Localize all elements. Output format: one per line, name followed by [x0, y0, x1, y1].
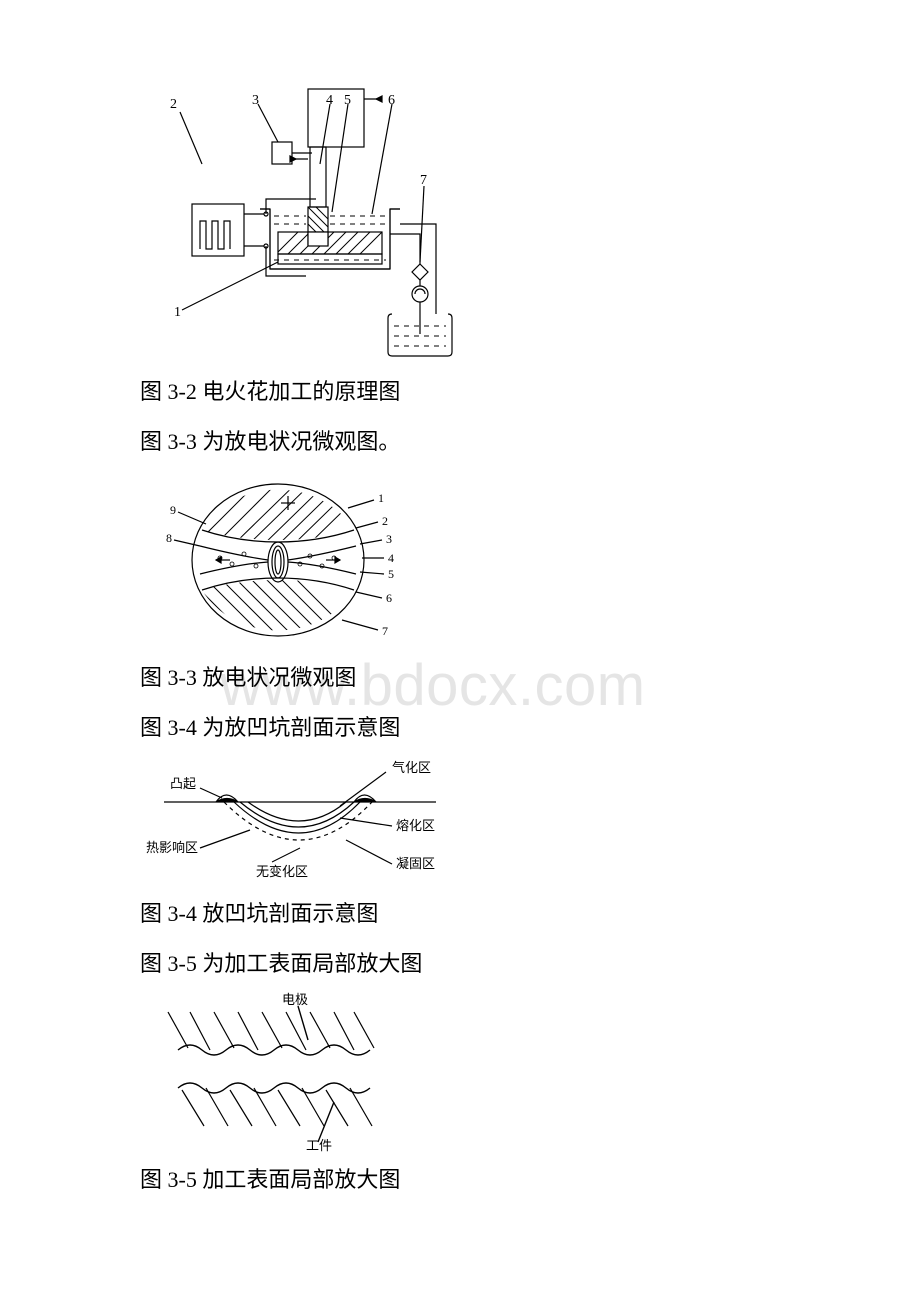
- figure-3-4: 凸起 气化区 熔化区 凝固区 热影响区 无变化区: [140, 756, 860, 886]
- fig35-label-dianji: 电极: [282, 992, 308, 1007]
- caption-fig-3-2: 图 3-2 电火花加工的原理图: [140, 370, 860, 414]
- fig33-callout-2: 2: [382, 514, 388, 528]
- fig34-label-reyingxiang: 热影响区: [146, 840, 198, 855]
- figure-3-2-svg: 2 3 4 5 6 7 1: [160, 64, 460, 364]
- fig32-callout-7: 7: [420, 173, 427, 188]
- intro-fig-3-5: 图 3-5 为加工表面局部放大图: [140, 942, 860, 986]
- fig32-callout-2: 2: [170, 97, 177, 112]
- fig33-callout-6: 6: [386, 591, 392, 605]
- figure-3-3-svg: 1 2 3 4 5 6 7 8 9: [160, 470, 400, 650]
- figure-3-5: 电极 工件: [158, 992, 860, 1152]
- figure-3-3: 1 2 3 4 5 6 7 8 9: [160, 470, 860, 650]
- fig35-label-gongjian: 工件: [306, 1138, 332, 1152]
- caption-fig-3-5: 图 3-5 加工表面局部放大图: [140, 1158, 860, 1202]
- fig34-label-ronghua: 熔化区: [396, 818, 435, 833]
- fig33-callout-1: 1: [378, 491, 384, 505]
- caption-fig-3-3: 图 3-3 放电状况微观图: [140, 656, 860, 700]
- intro-fig-3-3: 图 3-3 为放电状况微观图。: [140, 420, 860, 464]
- intro-fig-3-4: 图 3-4 为放凹坑剖面示意图: [140, 706, 860, 750]
- figure-3-2: 2 3 4 5 6 7 1: [160, 64, 860, 364]
- figure-3-5-svg: 电极 工件: [158, 992, 418, 1152]
- fig33-callout-8: 8: [166, 531, 172, 545]
- fig34-label-qihua: 气化区: [392, 760, 431, 775]
- fig32-callout-5: 5: [344, 93, 351, 108]
- fig34-label-wubianhua: 无变化区: [256, 864, 308, 879]
- figure-3-4-svg: 凸起 气化区 熔化区 凝固区 热影响区 无变化区: [140, 756, 460, 886]
- caption-fig-3-4: 图 3-4 放凹坑剖面示意图: [140, 892, 860, 936]
- fig33-callout-5: 5: [388, 567, 394, 581]
- fig33-callout-9: 9: [170, 503, 176, 517]
- fig33-callout-4: 4: [388, 551, 394, 565]
- fig33-callout-3: 3: [386, 532, 392, 546]
- fig33-callout-7: 7: [382, 624, 388, 638]
- fig34-label-ninggu: 凝固区: [396, 856, 435, 871]
- fig32-callout-4: 4: [326, 93, 333, 108]
- fig32-callout-1: 1: [174, 305, 181, 320]
- fig32-callout-6: 6: [388, 93, 395, 108]
- fig32-callout-3: 3: [252, 93, 259, 108]
- fig34-label-tuqi: 凸起: [170, 776, 196, 791]
